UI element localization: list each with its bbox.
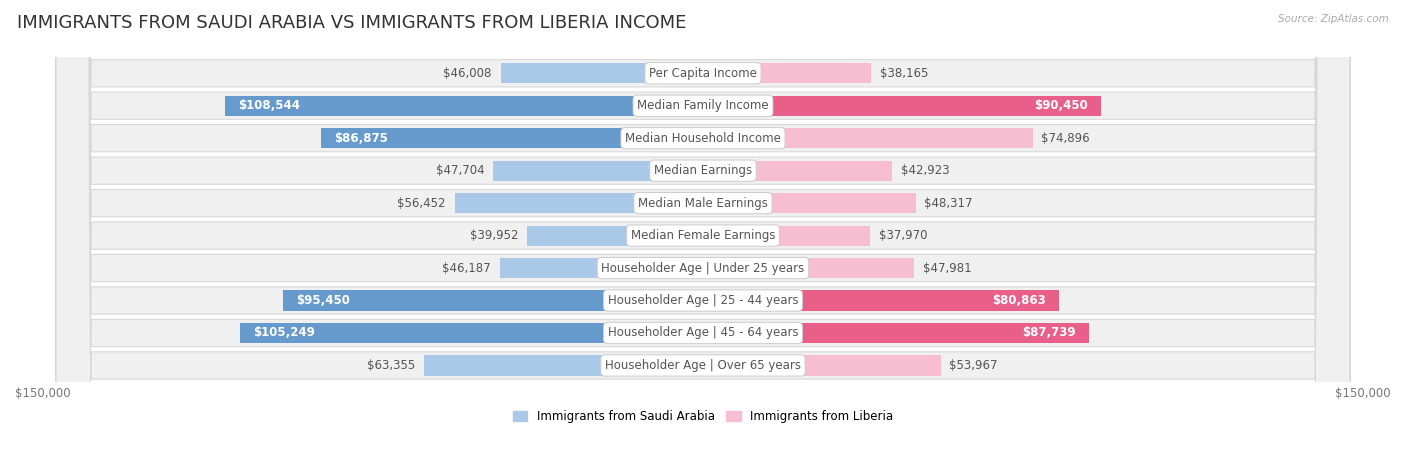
FancyBboxPatch shape	[56, 0, 1350, 467]
Bar	[494, 161, 703, 181]
Text: $47,981: $47,981	[922, 262, 972, 275]
Text: $95,450: $95,450	[297, 294, 350, 307]
Bar	[454, 193, 703, 213]
Text: $105,249: $105,249	[253, 326, 315, 340]
Text: Median Family Income: Median Family Income	[637, 99, 769, 112]
Bar	[501, 63, 703, 83]
Text: $46,008: $46,008	[443, 67, 492, 80]
Text: $56,452: $56,452	[398, 197, 446, 210]
Legend: Immigrants from Saudi Arabia, Immigrants from Liberia: Immigrants from Saudi Arabia, Immigrants…	[508, 405, 898, 428]
Bar	[703, 258, 914, 278]
Text: IMMIGRANTS FROM SAUDI ARABIA VS IMMIGRANTS FROM LIBERIA INCOME: IMMIGRANTS FROM SAUDI ARABIA VS IMMIGRAN…	[17, 14, 686, 32]
Bar	[703, 96, 1101, 116]
Text: Median Earnings: Median Earnings	[654, 164, 752, 177]
Text: Per Capita Income: Per Capita Income	[650, 67, 756, 80]
Bar	[283, 290, 703, 311]
Bar	[703, 226, 870, 246]
Text: Median Household Income: Median Household Income	[626, 132, 780, 145]
Text: $39,952: $39,952	[470, 229, 519, 242]
FancyBboxPatch shape	[56, 0, 1350, 467]
Bar	[703, 161, 891, 181]
FancyBboxPatch shape	[56, 0, 1350, 467]
Bar	[425, 355, 703, 375]
FancyBboxPatch shape	[56, 0, 1350, 467]
Bar	[225, 96, 703, 116]
FancyBboxPatch shape	[56, 0, 1350, 467]
Text: $74,896: $74,896	[1042, 132, 1090, 145]
Text: Source: ZipAtlas.com: Source: ZipAtlas.com	[1278, 14, 1389, 24]
Text: Householder Age | 25 - 44 years: Householder Age | 25 - 44 years	[607, 294, 799, 307]
FancyBboxPatch shape	[56, 0, 1350, 467]
Bar	[240, 323, 703, 343]
FancyBboxPatch shape	[56, 0, 1350, 467]
Bar	[703, 323, 1090, 343]
Text: $53,967: $53,967	[949, 359, 998, 372]
Bar	[703, 355, 941, 375]
Text: Householder Age | Over 65 years: Householder Age | Over 65 years	[605, 359, 801, 372]
Bar	[499, 258, 703, 278]
Bar	[703, 63, 870, 83]
Text: $46,187: $46,187	[443, 262, 491, 275]
Text: $42,923: $42,923	[901, 164, 949, 177]
Text: Median Male Earnings: Median Male Earnings	[638, 197, 768, 210]
Bar	[527, 226, 703, 246]
Text: Householder Age | Under 25 years: Householder Age | Under 25 years	[602, 262, 804, 275]
Text: $87,739: $87,739	[1022, 326, 1076, 340]
Text: $86,875: $86,875	[333, 132, 388, 145]
Text: $108,544: $108,544	[239, 99, 301, 112]
Text: Householder Age | 45 - 64 years: Householder Age | 45 - 64 years	[607, 326, 799, 340]
Text: Median Female Earnings: Median Female Earnings	[631, 229, 775, 242]
Text: $38,165: $38,165	[880, 67, 928, 80]
Bar	[321, 128, 703, 148]
Bar	[703, 193, 915, 213]
Text: $80,863: $80,863	[993, 294, 1046, 307]
Text: $48,317: $48,317	[925, 197, 973, 210]
Text: $90,450: $90,450	[1035, 99, 1088, 112]
FancyBboxPatch shape	[56, 0, 1350, 467]
Bar	[703, 290, 1059, 311]
FancyBboxPatch shape	[56, 0, 1350, 467]
Text: $63,355: $63,355	[367, 359, 415, 372]
Text: $37,970: $37,970	[879, 229, 928, 242]
Bar	[703, 128, 1032, 148]
Text: $47,704: $47,704	[436, 164, 484, 177]
FancyBboxPatch shape	[56, 0, 1350, 467]
